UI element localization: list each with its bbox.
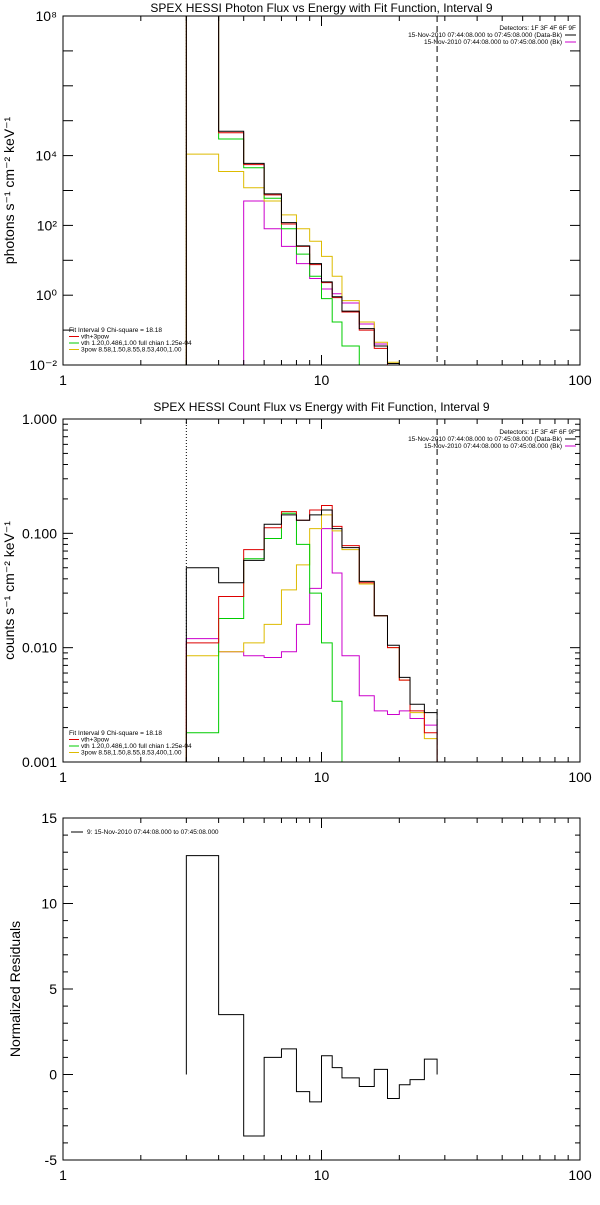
y-tick-label: 10² — [37, 217, 58, 233]
y-tick-label: 10 — [41, 896, 57, 912]
series-line-data-bk — [185, 509, 438, 762]
plot-area — [185, 16, 438, 365]
legend-entry: vth+3pow — [81, 737, 109, 744]
x-tick-label: 1 — [59, 372, 67, 388]
chart-title: SPEX HESSI Photon Flux vs Energy with Fi… — [150, 1, 492, 15]
legend-entry: 3pow 8.58,1.50,8.55,8.53,400,1.00 — [81, 750, 182, 757]
photon-flux-panel: SPEX HESSI Photon Flux vs Energy with Fi… — [1, 1, 592, 388]
legend-entry: 9: 15-Nov-2010 07:44:08.000 to 07:45:08.… — [87, 829, 219, 836]
legend-entry: 15-Nov-2010 07:44:08.000 to 07:45:08.000… — [424, 39, 562, 46]
series-line-3pow — [185, 153, 400, 365]
plot-frame — [62, 418, 581, 763]
x-tick-label: 1 — [59, 769, 67, 785]
x-tick-label: 100 — [568, 1167, 592, 1183]
x-tick-label: 10 — [314, 372, 330, 388]
plot-frame — [62, 15, 581, 366]
plot-area — [185, 855, 438, 1137]
y-tick-label: 0.100 — [22, 525, 57, 541]
legend-entry: Fit Interval 9 Chi-square = 18.18 — [69, 730, 162, 737]
legend-entry: 15-Nov-2010 07:44:08.000 to 07:45:08.000… — [408, 32, 562, 39]
y-tick-label: -5 — [45, 1152, 58, 1168]
y-tick-label: 10⁰ — [36, 287, 58, 303]
y-tick-label: 1.000 — [22, 411, 57, 427]
series-line-bk — [185, 528, 438, 762]
x-tick-label: 10 — [314, 1167, 330, 1183]
y-tick-label: 10⁻² — [29, 357, 57, 373]
legend-entry: Fit Interval 9 Chi-square = 18.18 — [69, 327, 162, 334]
residuals-panel: Normalized Residuals 1 10 100 -5 0 5 10 15 9: 15-… — [7, 810, 592, 1183]
legend-entry: vth 1.20,0.486,1.00 full chian 1.25e-04 — [81, 340, 192, 347]
x-tick-label: 1 — [59, 1167, 67, 1183]
series-line-vth — [185, 512, 343, 762]
legend-entry: 3pow 8.58,1.50,8.55,8.53,400,1.00 — [81, 347, 182, 354]
series-line-data-bk — [185, 16, 400, 365]
legend-entry: 15-Nov-2010 07:44:08.000 to 07:45:08.000… — [424, 443, 562, 450]
legend-entry: Detectors: 1F 3F 4F 6F 9F — [499, 25, 576, 32]
legend-entry: vth+3pow — [81, 334, 109, 341]
x-tick-label: 10 — [314, 769, 330, 785]
plot-area — [185, 419, 438, 762]
series-line-bk — [243, 200, 400, 365]
y-tick-label: 0.010 — [22, 640, 57, 656]
y-tick-label: 10⁸ — [36, 8, 58, 24]
legend-entry: vth 1.20,0.486,1.00 full chian 1.25e-04 — [81, 743, 192, 750]
y-tick-label: 5 — [49, 981, 57, 997]
series-line-vth-3pow — [185, 16, 400, 365]
y-tick-label: 10⁴ — [35, 148, 57, 164]
y-axis-label: counts s⁻¹ cm⁻² keV⁻¹ — [1, 521, 17, 660]
plot-frame — [62, 817, 581, 1161]
legend-entry: 15-Nov-2010 07:44:08.000 to 07:45:08.000… — [408, 436, 562, 443]
y-tick-label: 15 — [41, 810, 57, 826]
y-tick-label: 0 — [49, 1067, 57, 1083]
series-line-9-15-nov-2010-07-44-08-000-to-07-45-08-000 — [185, 855, 438, 1137]
legend-entry: Detectors: 1F 3F 4F 6F 9F — [499, 429, 576, 436]
y-axis-label: photons s⁻¹ cm⁻² keV⁻¹ — [1, 116, 17, 264]
y-tick-label: 0.001 — [22, 754, 57, 770]
x-tick-label: 100 — [568, 769, 592, 785]
y-axis-label: Normalized Residuals — [7, 921, 23, 1057]
count-flux-panel: SPEX HESSI Count Flux vs Energy with Fit… — [1, 400, 592, 785]
x-tick-label: 100 — [568, 372, 592, 388]
chart-title: SPEX HESSI Count Flux vs Energy with Fit… — [153, 400, 489, 414]
